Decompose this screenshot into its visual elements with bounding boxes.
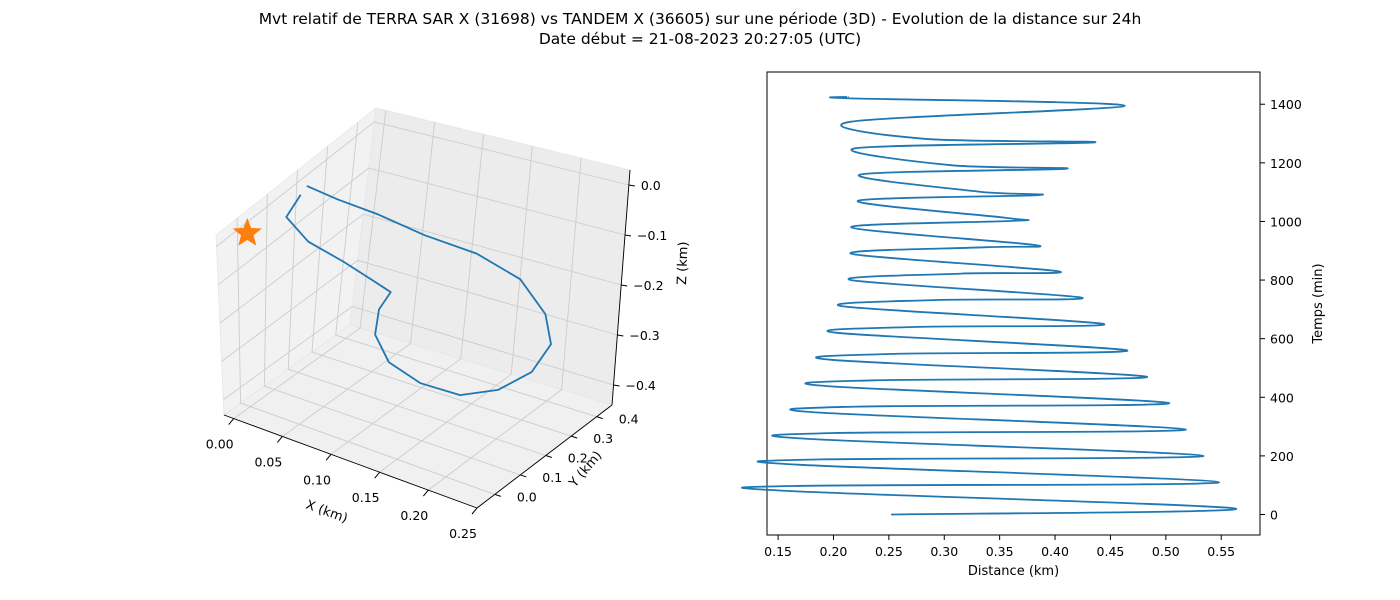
ticks-3d: 0.00 0.05 0.10 0.15 0.20 0.25 0.0 0.1 0.2 0.3 0.4 0… bbox=[206, 178, 668, 541]
y-tick-label: 0.2 bbox=[568, 451, 588, 466]
y-tick-label: 0.4 bbox=[619, 412, 639, 427]
y-tick bbox=[596, 416, 603, 420]
x-tick-label: 0.15 bbox=[352, 490, 380, 505]
x-tick bbox=[325, 454, 332, 461]
x-tick-label: 0.25 bbox=[449, 526, 477, 541]
z-tick-label: −0.1 bbox=[637, 228, 667, 243]
grid-line-x bbox=[330, 134, 484, 455]
trajectory-line bbox=[285, 185, 552, 397]
plot-area-frame bbox=[766, 71, 1261, 536]
y-tick-label: 0.1 bbox=[542, 470, 562, 485]
x-tick bbox=[374, 471, 381, 479]
x-tick bbox=[471, 507, 478, 515]
grid-line-x bbox=[379, 146, 533, 473]
y-tick bbox=[571, 435, 578, 439]
grid-line-y bbox=[335, 122, 597, 418]
chart-3d-trajectory: 0.00 0.05 0.10 0.15 0.20 0.25 0.0 0.1 0.2 0.3 0.4 0… bbox=[206, 107, 692, 541]
x-tick-label: 0.35 bbox=[986, 544, 1014, 559]
figure-title-block: Mvt relatif de TERRA SAR X (31698) vs TA… bbox=[0, 9, 1400, 49]
figure-subtitle: Date début = 21-08-2023 20:27:05 (UTC) bbox=[538, 30, 862, 48]
grid-line-x bbox=[428, 158, 582, 491]
x-tick-label: 0.45 bbox=[1097, 544, 1125, 559]
grid-line-y bbox=[287, 170, 546, 456]
x-tick-label: 0.20 bbox=[400, 508, 428, 523]
z-axis-line bbox=[611, 169, 631, 406]
z-tick bbox=[613, 384, 620, 387]
grid-line-z bbox=[219, 213, 622, 324]
y-tick bbox=[494, 493, 501, 497]
grid-line-x bbox=[282, 122, 436, 437]
y-axis-label: Temps (min) bbox=[1311, 263, 1326, 344]
z-tick bbox=[617, 334, 624, 337]
z-tick-label: −0.3 bbox=[629, 328, 659, 343]
y-tick bbox=[520, 474, 527, 478]
x-tick-label: 0.05 bbox=[254, 454, 282, 469]
x-tick-label: 0.50 bbox=[1152, 544, 1180, 559]
grid-line-y bbox=[236, 218, 495, 495]
z-tick-label: −0.2 bbox=[633, 278, 663, 293]
y-tick-label: 0.3 bbox=[593, 431, 613, 446]
axes3d-panes bbox=[215, 107, 631, 509]
x-tick-label: 0.30 bbox=[930, 544, 958, 559]
z-tick bbox=[624, 234, 632, 237]
z-tick-label: 0.0 bbox=[641, 178, 661, 193]
grid-line-y bbox=[263, 194, 521, 476]
y-tick-label: 0.0 bbox=[517, 489, 537, 504]
grid-line-z bbox=[216, 121, 630, 247]
z-tick-label: −0.4 bbox=[626, 378, 656, 393]
grid-3d bbox=[216, 110, 631, 509]
x-tick bbox=[277, 436, 283, 443]
x-tick-label: 0.40 bbox=[1041, 544, 1069, 559]
grid-line-x bbox=[233, 110, 387, 419]
x-tick-label: 0.55 bbox=[1207, 544, 1235, 559]
z-tick bbox=[628, 184, 635, 187]
figure-title: Mvt relatif de TERRA SAR X (31698) vs TA… bbox=[258, 10, 1142, 28]
grid-line-z bbox=[217, 167, 626, 286]
axes3d-lines bbox=[223, 169, 631, 509]
y-tick-label: 800 bbox=[1270, 273, 1294, 288]
y-tick-label: 1400 bbox=[1270, 97, 1302, 112]
x-axis-line bbox=[223, 414, 478, 509]
x-tick-label: 0.00 bbox=[206, 437, 234, 452]
x-tick-label: 0.10 bbox=[303, 472, 331, 487]
grid-line-y bbox=[311, 146, 572, 437]
x-tick bbox=[422, 489, 429, 497]
grid-line-z bbox=[223, 306, 614, 401]
z-tick bbox=[621, 284, 628, 287]
y-tick-label: 1000 bbox=[1270, 214, 1302, 229]
x-tick-label: 0.20 bbox=[820, 544, 848, 559]
y-tick-label: 0 bbox=[1270, 507, 1278, 522]
z-axis-label: Z (km) bbox=[675, 241, 692, 285]
grid-line-z bbox=[221, 259, 618, 362]
y-tick-label: 200 bbox=[1270, 449, 1294, 464]
y-tick bbox=[545, 455, 552, 459]
x-tick-label: 0.15 bbox=[764, 544, 792, 559]
x-axis-label: Distance (km) bbox=[968, 564, 1059, 579]
x-tick bbox=[228, 418, 235, 425]
y-tick-label: 400 bbox=[1270, 390, 1294, 405]
x-tick-label: 0.25 bbox=[875, 544, 903, 559]
origin-star-marker bbox=[232, 217, 262, 246]
y-tick-label: 1200 bbox=[1270, 156, 1302, 171]
x-axis-label: X (km) bbox=[304, 498, 350, 527]
y-tick-label: 600 bbox=[1270, 332, 1294, 347]
distance-series-line bbox=[741, 96, 1237, 516]
y-axis-line bbox=[476, 404, 613, 509]
